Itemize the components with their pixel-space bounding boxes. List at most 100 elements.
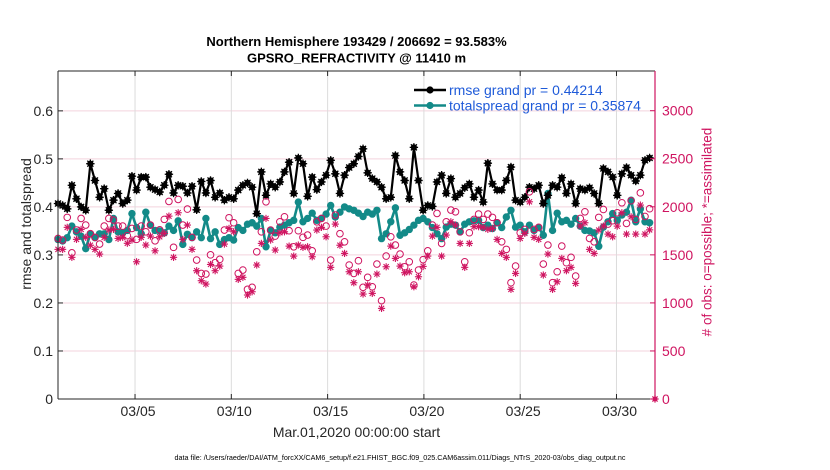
rmse-point-star-stroke [285,158,293,166]
rmse-point-star [312,185,322,194]
rmse-point-star-stroke [405,195,413,203]
spread-point [507,206,515,214]
obs-assimilated-marker [123,239,131,247]
rmse-point-star [539,199,548,208]
rmse-point-star [187,182,197,191]
spread-point [359,212,367,221]
rmse-point-star-stroke [128,172,136,180]
obs-assimilated-marker-stroke [605,231,611,238]
rmse-point-star-stroke [350,160,358,168]
rmse-point-star-stroke [447,175,455,183]
obs-possible-marker [544,241,552,249]
obs-assimilated-marker [377,304,386,312]
obs-possible-marker [585,234,594,243]
rmse-point-star-stroke [225,193,233,201]
obs-assimilated-marker-stroke [115,235,122,242]
obs-assimilated-marker [248,288,256,296]
rmse-point-star-stroke [160,181,168,189]
obs-possible-marker [488,213,497,222]
obs-assimilated-marker [322,233,330,241]
obs-assimilated-marker-stroke [161,230,168,237]
obs-assimilated-marker [174,209,182,217]
obs-assimilated-marker-stroke [434,224,440,231]
rmse-point-star [289,189,298,198]
obs-assimilated-marker [465,239,473,248]
rmse-point-star [552,183,562,192]
obs-assimilated-marker-stroke [189,246,196,253]
obs-possible-marker [188,233,196,242]
rmse-point-star-stroke [609,173,617,181]
obs-assimilated-marker [91,245,99,253]
obs-assimilated-marker [253,261,261,269]
obs-assimilated-marker [414,273,423,281]
obs-assimilated-marker [156,233,164,241]
rmse-point-star-stroke [109,196,117,204]
y-axis-label-left: rmse and totalspread [18,158,34,290]
rmse-point-star [557,173,566,182]
obs-assimilated-marker [438,252,446,260]
obs-assimilated-marker-stroke [216,263,223,270]
obs-possible-marker [326,256,335,264]
obs-assimilated-marker-stroke [438,253,445,260]
obs-possible-marker [114,222,122,230]
obs-assimilated-marker-stroke [341,250,348,257]
obs-assimilated-marker [193,267,201,275]
rmse-point-star-stroke [586,184,594,192]
obs-assimilated-marker-stroke [443,232,450,239]
obs-assimilated-marker [401,269,409,277]
rmse-point-star [206,176,215,185]
spread-point [72,228,81,236]
rmse-point-star-stroke [179,182,187,190]
obs-possible-marker [299,233,307,242]
obs-assimilated-marker-stroke [572,280,579,287]
obs-assimilated-marker-stroke [498,250,505,257]
obs-assimilated-marker-stroke [82,234,89,241]
obs-assimilated-marker-stroke [332,221,339,228]
obs-assimilated-marker-stroke [193,267,200,274]
spread-point [377,234,386,243]
rmse-point-star [141,172,151,182]
obs-assimilated-marker-stroke [221,241,228,248]
obs-possible-marker [276,217,284,226]
rmse-point-star-stroke [216,189,224,197]
obs-assimilated-marker-stroke [64,224,71,231]
obs-possible-marker [525,188,534,196]
rmse-point-star-stroke [165,170,173,178]
obs-assimilated-marker [340,249,349,258]
spread-point [229,236,238,244]
spread-point [128,209,136,218]
spread-point [502,213,511,221]
obs-possible-marker [183,205,192,213]
obs-assimilated-marker [368,289,376,297]
obs-count-markers [54,188,659,403]
rmse-point-star [594,199,603,208]
obs-assimilated-marker [622,230,631,238]
rmse-point-star-stroke [479,198,487,206]
rmse-point-star [109,195,118,205]
rmse-point-star [631,176,640,186]
obs-possible-marker [303,231,312,239]
rmse-point-star [247,183,257,192]
obs-possible-marker [322,222,330,230]
obs-assimilated-marker-stroke [230,228,237,235]
rmse-point-star-stroke [248,183,256,191]
spread-point [498,223,506,232]
rmse-point-star [257,167,266,177]
obs-assimilated-marker [558,254,566,263]
rmse-point-star-stroke [488,180,496,188]
rmse-point-star [349,159,359,168]
spread-point [456,228,464,236]
rmse-point-star-stroke [507,163,515,171]
rmse-point-star-stroke [410,143,418,151]
obs-assimilated-marker-stroke [586,246,593,253]
obs-assimilated-marker-stroke [480,224,487,231]
rmse-point-star [294,153,303,163]
obs-assimilated-marker [507,285,515,293]
obs-assimilated-marker [225,224,233,233]
y-tick-label-left: 0.1 [34,343,54,359]
obs-assimilated-marker [77,225,85,233]
spread-point [391,204,400,212]
obs-assimilated-marker-stroke [494,236,501,243]
axes: 0 0.1 0.2 0.3 0.4 0.5 0.6 0 500 1000 1500 2000 2500 3… [34,70,693,419]
obs-assimilated-marker-stroke [387,243,394,250]
